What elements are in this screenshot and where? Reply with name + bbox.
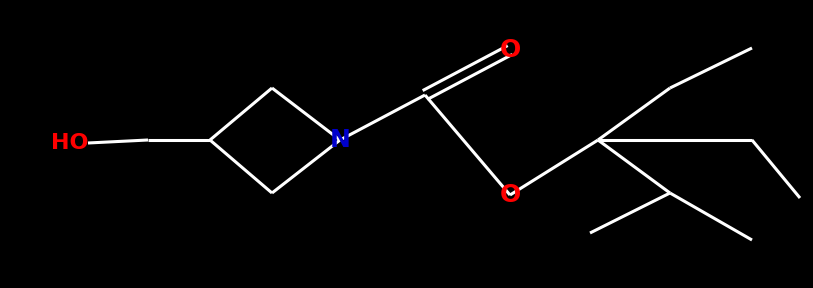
Text: O: O xyxy=(499,183,520,207)
Text: HO: HO xyxy=(50,133,88,153)
Text: O: O xyxy=(499,38,520,62)
Text: N: N xyxy=(329,128,350,152)
